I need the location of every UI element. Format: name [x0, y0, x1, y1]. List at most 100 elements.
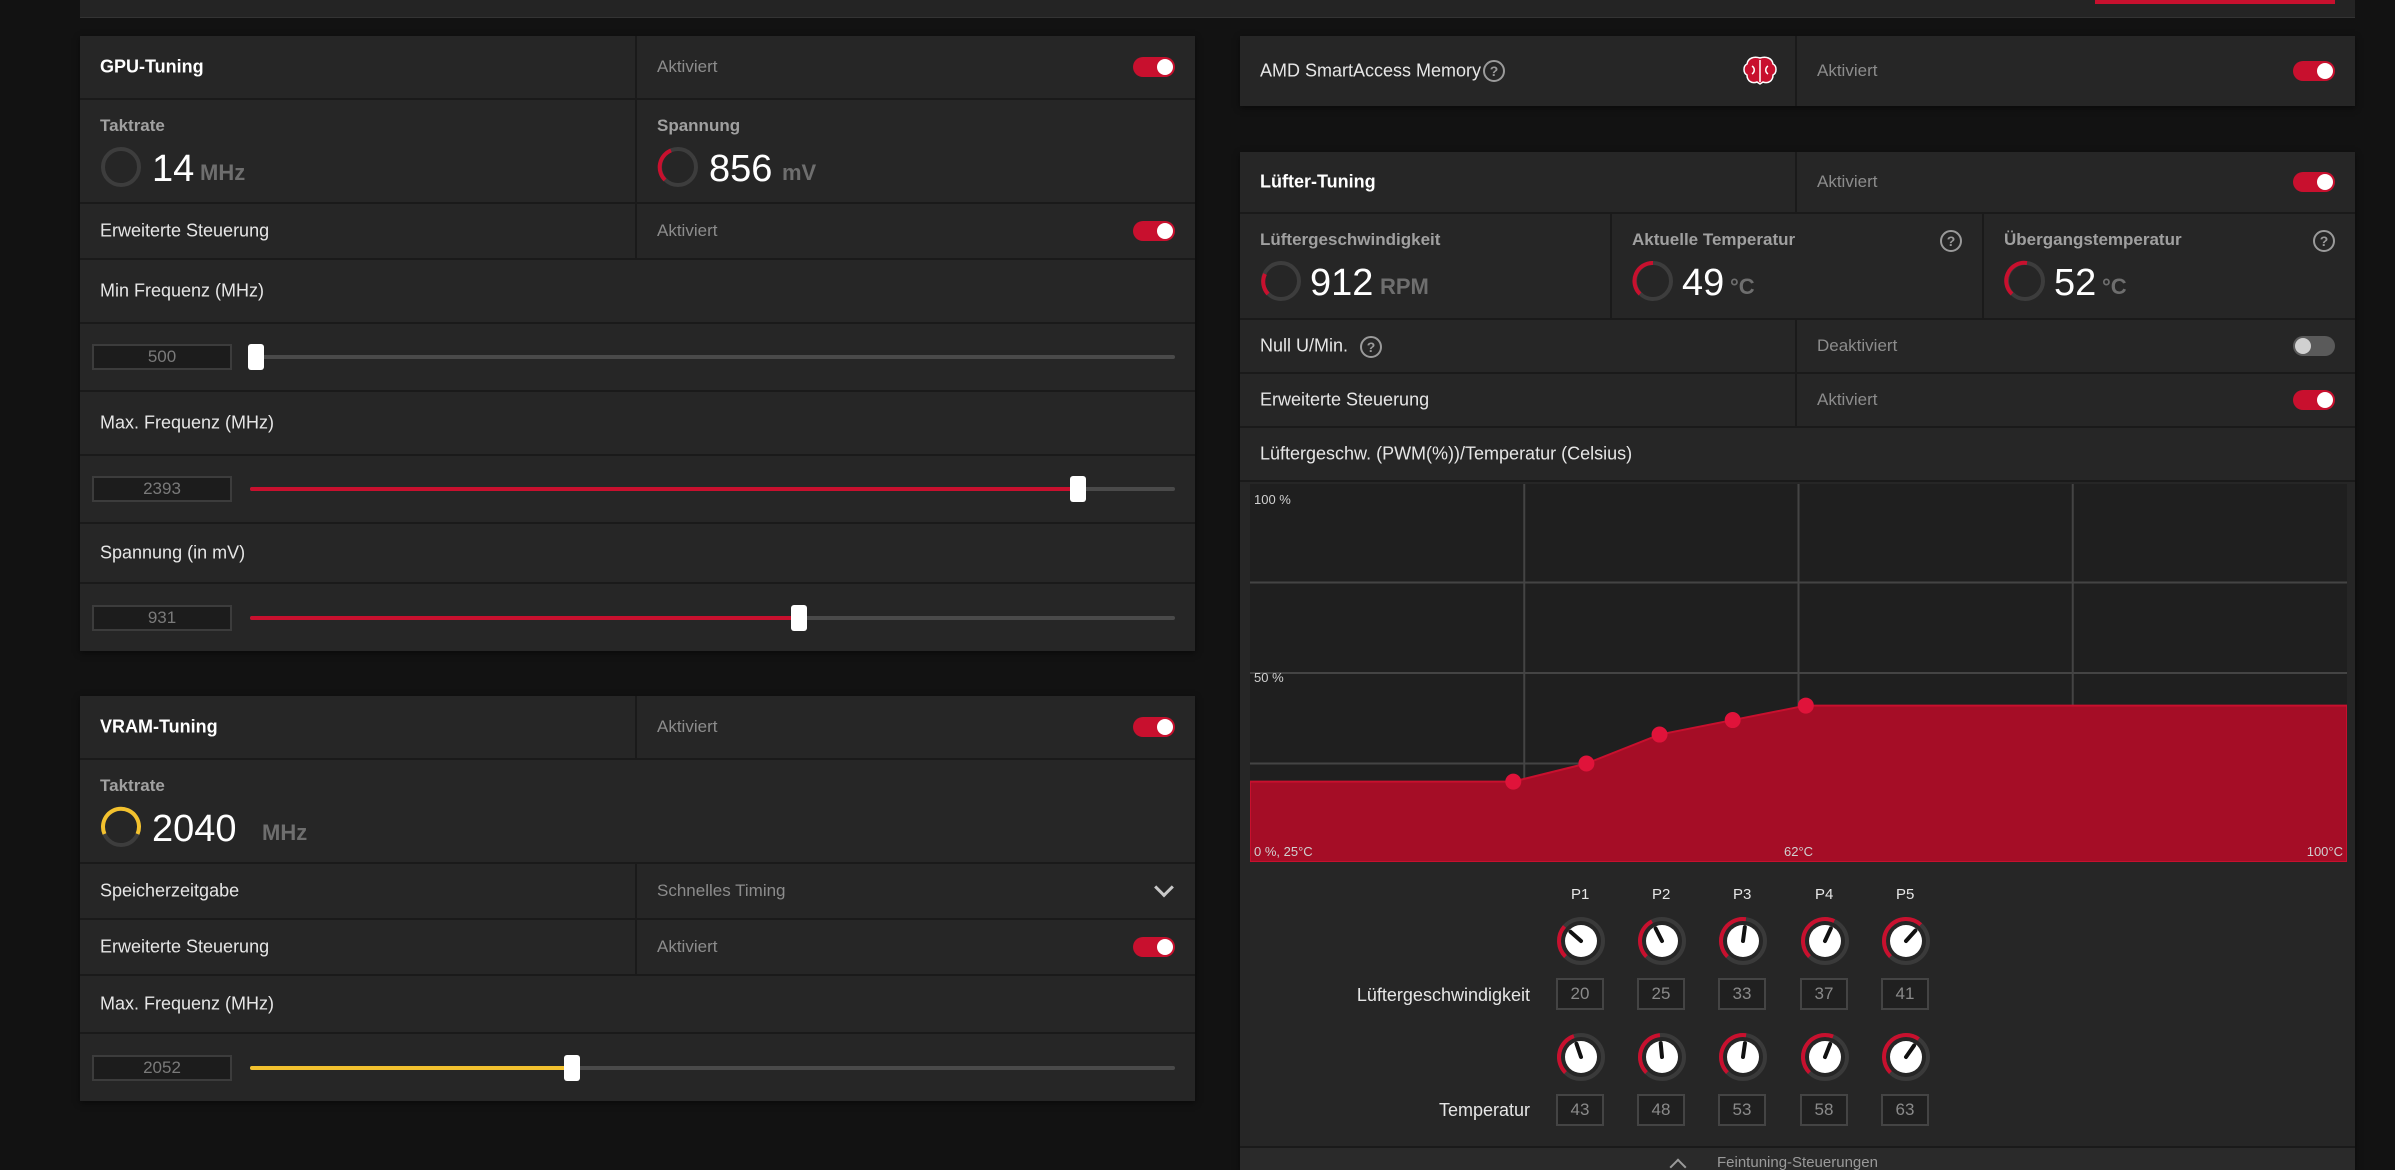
fan-metrics-row: Lüftergeschwindigkeit 912 RPM Aktuelle T… — [1240, 214, 2355, 320]
memory-timing-row: Speicherzeitgabe Schnelles Timing — [80, 864, 1195, 920]
vram-clock-metric: Taktrate 2040 MHz — [80, 760, 1195, 864]
gpu-voltage-gauge-icon — [657, 147, 698, 187]
sam-panel: AMD SmartAccess Memory ? Aktiviert — [1240, 36, 2355, 106]
current-temp-gauge-icon — [1632, 260, 1673, 301]
temp-p1-input[interactable]: 43 — [1556, 1094, 1604, 1126]
temp-p5-input[interactable]: 63 — [1881, 1094, 1929, 1126]
min-freq-thumb[interactable] — [248, 344, 265, 370]
gpu-metrics-row: Taktrate 14 MHz Spannung 856 mV — [80, 100, 1195, 204]
gpu-tuning-status: Aktiviert — [657, 57, 718, 76]
max-freq-slider[interactable] — [250, 476, 1175, 502]
sam-row: AMD SmartAccess Memory ? Aktiviert — [1240, 36, 2355, 106]
top-panel-edge — [80, 0, 2355, 18]
chevron-down-icon — [1154, 877, 1174, 898]
temp-knob-p3[interactable] — [1718, 1032, 1768, 1082]
vram-max-freq-slider-row: 2052 — [80, 1034, 1195, 1101]
curve-point-p5[interactable] — [1797, 697, 1814, 714]
fan-tuning-panel: Lüfter-Tuning Aktiviert Lüftergeschwindi… — [1240, 152, 2355, 1170]
x-tick-62: 62°C — [1784, 844, 1814, 859]
speed-p5-input[interactable]: 41 — [1881, 978, 1929, 1010]
vram-max-freq-label: Max. Frequenz (MHz) — [100, 993, 275, 1014]
fan-advanced-label: Erweiterte Steuerung — [1260, 389, 1430, 410]
fan-speed-gauge-icon — [1261, 261, 1301, 301]
vram-max-freq-input[interactable]: 2052 — [92, 1054, 232, 1081]
gpu-voltage-unit: mV — [782, 160, 817, 185]
fan-curve-plot-area[interactable]: 100 % 50 % 0 %, 25°C 62°C 100°C — [1249, 484, 2348, 863]
point-header-p2: P2 — [1652, 886, 1671, 903]
zero-rpm-help-icon[interactable]: ? — [1360, 336, 1382, 358]
current-temp-metric: Aktuelle Temperatur ? 49 °C — [1610, 214, 1982, 318]
fan-curve-title-row: Lüftergeschw. (PWM(%))/Temperatur (Celsi… — [1240, 428, 2355, 482]
junction-temp-label: Übergangstemperatur — [2004, 230, 2182, 249]
vram-tuning-status: Aktiviert — [657, 717, 718, 736]
max-freq-input[interactable]: 2393 — [92, 476, 232, 502]
point-header-p1: P1 — [1571, 886, 1590, 903]
vram-tuning-header: VRAM-Tuning Aktiviert — [80, 696, 1195, 760]
voltage-slider-label: Spannung (in mV) — [100, 542, 246, 563]
sam-toggle[interactable] — [2293, 61, 2335, 81]
gpu-clock-gauge-icon — [101, 147, 141, 187]
temp-knob-p5[interactable] — [1881, 1032, 1931, 1082]
curve-point-p3[interactable] — [1651, 726, 1668, 743]
vram-max-freq-slider[interactable] — [250, 1054, 1175, 1081]
vram-tuning-toggle[interactable] — [1133, 717, 1175, 737]
junction-temp-value: 52 — [2054, 262, 2097, 304]
fine-tuning-toggle-row[interactable]: Feintuning-Steuerungen — [1240, 1146, 2355, 1170]
speed-knob-p1[interactable] — [1556, 916, 1606, 966]
curve-point-p1[interactable] — [1505, 773, 1522, 790]
min-freq-label: Min Frequenz (MHz) — [100, 280, 265, 301]
speed-knob-p5[interactable] — [1881, 916, 1931, 966]
temp-p2-input[interactable]: 48 — [1637, 1094, 1685, 1126]
temp-knob-p2[interactable] — [1637, 1032, 1687, 1082]
max-freq-thumb[interactable] — [1069, 476, 1086, 502]
temp-knob-p4[interactable] — [1800, 1032, 1850, 1082]
gpu-tuning-panel: GPU-Tuning Aktiviert Taktrate 14 MHz Spa… — [80, 36, 1195, 651]
vram-advanced-toggle[interactable] — [1133, 937, 1175, 957]
accent-bar — [2095, 0, 2335, 4]
memory-timing-dropdown[interactable]: Schnelles Timing — [635, 864, 1195, 918]
min-freq-label-row: Min Frequenz (MHz) — [80, 260, 1195, 324]
curve-point-p4[interactable] — [1724, 712, 1741, 729]
junction-temp-help-icon[interactable]: ? — [2313, 230, 2335, 252]
curve-point-p2[interactable] — [1578, 755, 1595, 772]
fan-curve-chart: 100 % 50 % 0 %, 25°C 62°C 100°C — [1240, 484, 2355, 863]
voltage-thumb[interactable] — [790, 604, 807, 631]
temp-p4-input[interactable]: 58 — [1800, 1094, 1848, 1126]
gpu-voltage-metric: Spannung 856 mV — [635, 100, 1195, 202]
point-header-p4: P4 — [1815, 886, 1834, 903]
vram-max-freq-fill — [250, 1065, 572, 1070]
voltage-slider[interactable] — [250, 604, 1175, 631]
current-temp-label: Aktuelle Temperatur — [1632, 230, 1796, 249]
temp-knob-p1[interactable] — [1556, 1032, 1606, 1082]
current-temp-help-icon[interactable]: ? — [1940, 230, 1962, 252]
speed-row-label: Lüftergeschwindigkeit — [1356, 985, 1530, 1005]
fine-tuning-label: Feintuning-Steuerungen — [1717, 1154, 1878, 1170]
speed-knob-p3[interactable] — [1718, 916, 1768, 966]
speed-p4-input[interactable]: 37 — [1800, 978, 1848, 1010]
vram-clock-gauge-icon — [101, 806, 141, 847]
fan-advanced-toggle[interactable] — [2293, 390, 2335, 410]
max-freq-fill — [250, 487, 1078, 491]
fan-tuning-status: Aktiviert — [1817, 172, 1878, 191]
temp-p3-input[interactable]: 53 — [1718, 1094, 1766, 1126]
gpu-tuning-toggle[interactable] — [1133, 57, 1175, 77]
speed-knob-p2[interactable] — [1637, 916, 1687, 966]
voltage-input[interactable]: 931 — [92, 604, 232, 631]
speed-p2-input[interactable]: 25 — [1637, 978, 1685, 1010]
min-freq-slider[interactable] — [248, 344, 1175, 370]
chevron-up-icon — [1669, 1158, 1687, 1170]
min-freq-input[interactable]: 500 — [92, 344, 232, 370]
help-icon[interactable]: ? — [1483, 60, 1505, 82]
zero-rpm-toggle[interactable] — [2293, 336, 2335, 356]
vram-max-freq-thumb[interactable] — [563, 1054, 580, 1081]
max-freq-label: Max. Frequenz (MHz) — [100, 412, 275, 433]
brain-icon — [1743, 56, 1777, 85]
fan-tuning-toggle[interactable] — [2293, 172, 2335, 192]
speed-p3-input[interactable]: 33 — [1718, 978, 1766, 1010]
gpu-clock-unit: MHz — [200, 160, 246, 185]
gpu-advanced-toggle[interactable] — [1133, 221, 1175, 241]
speed-p1-input[interactable]: 20 — [1556, 978, 1604, 1010]
speed-knob-p4[interactable] — [1800, 916, 1850, 966]
sam-label: AMD SmartAccess Memory — [1260, 60, 1482, 81]
point-header-p3: P3 — [1733, 886, 1752, 903]
